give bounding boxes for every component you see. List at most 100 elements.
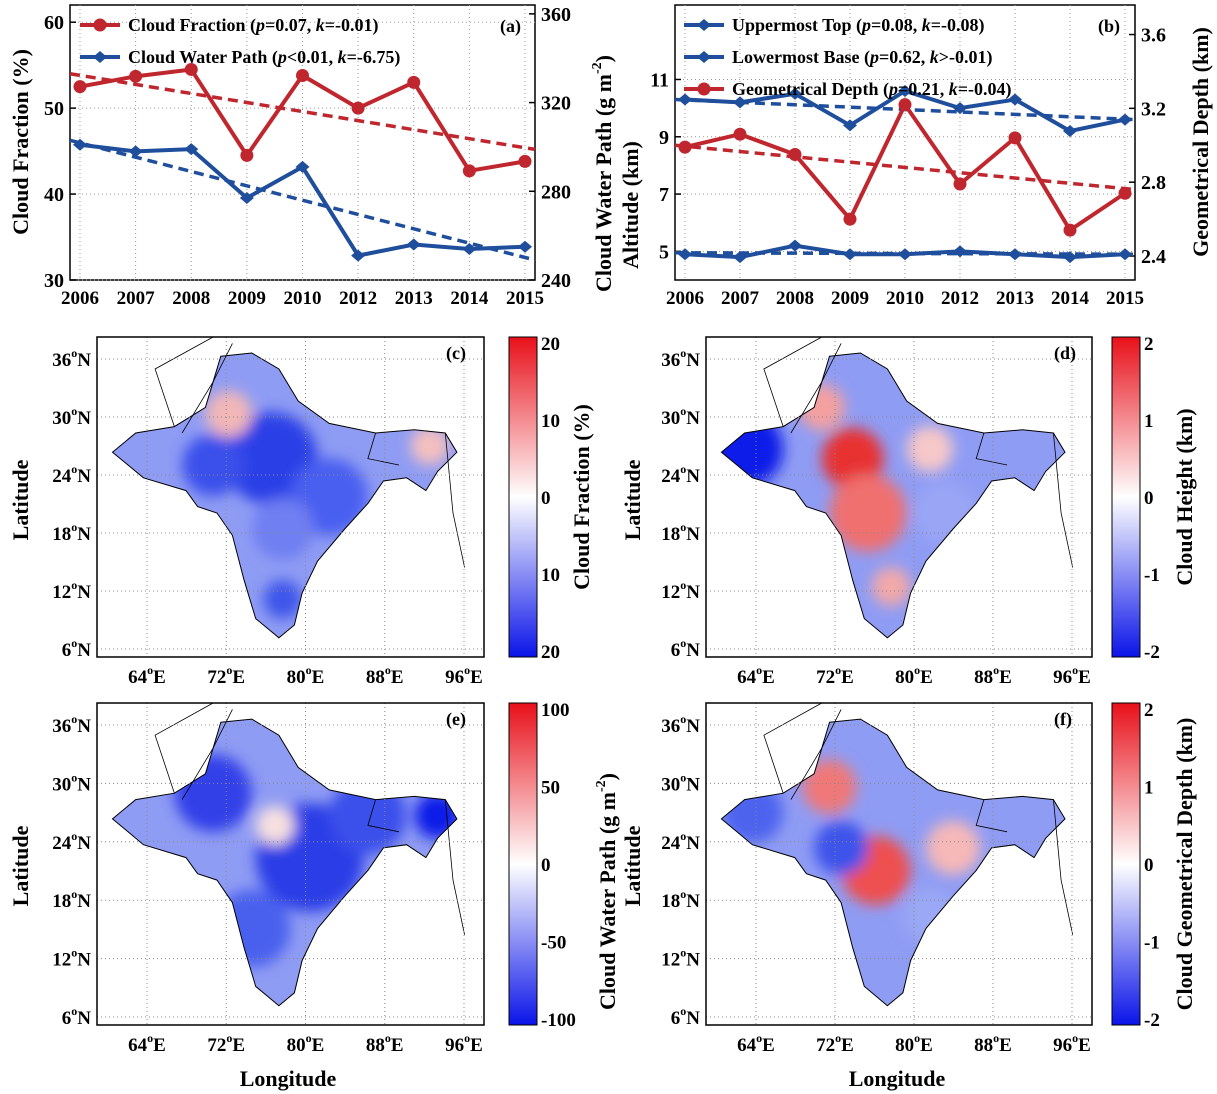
panel-b-timeseries: 5 7 9 11 2.4 2.8 3.2 3.6 2006 2007 2008 2009 2010 2…: [618, 4, 1213, 309]
borders: [763, 702, 1074, 935]
y-tick-label: 30: [44, 270, 64, 292]
colorbar-tick-label: 0: [541, 855, 551, 876]
map-e-xlabel: Longitude: [240, 1066, 337, 1091]
data-point: [351, 249, 366, 262]
trend-line: [69, 72, 536, 152]
lat-tick-label: 18oN: [52, 887, 91, 912]
colorbar-tick-label: 2: [1144, 334, 1154, 355]
field-blob: [821, 427, 884, 490]
data-point: [462, 242, 477, 255]
colorbar-label: Cloud Fraction (%): [569, 404, 594, 590]
data-point: [184, 143, 199, 156]
colorbar-tick-label: -2: [1144, 642, 1160, 663]
x-tick-label: 2012: [339, 288, 377, 309]
colorbar-tick-label: 0: [1144, 855, 1154, 876]
panel-b-right-axis-label: Geometrical Depth (km): [1188, 27, 1213, 257]
lon-tick-label: 72oE: [207, 663, 245, 688]
data-point: [1118, 113, 1132, 126]
data-point: [678, 93, 692, 106]
series-geometrical-depth: [674, 98, 1136, 237]
x-tick-label: 2008: [172, 288, 210, 309]
colorbar-label: Cloud Height (km): [1172, 408, 1197, 585]
map-panels: 36oN 30oN 24oN 18oN 12oN 6oN 64oE 72oE 80oE 88oE 9…: [52, 334, 1197, 1056]
data-point: [678, 140, 692, 154]
colorbar-tick-label: 0: [1144, 488, 1154, 509]
data-point: [953, 177, 967, 191]
lat-tick-label: 30oN: [52, 770, 91, 795]
lon-tick-label: 96oE: [1053, 1031, 1091, 1056]
map-c-ylabel: Latitude: [8, 459, 33, 540]
lat-tick-label: 18oN: [661, 887, 700, 912]
map-panel-label: (e): [446, 709, 466, 730]
map-e-colorbar-label: Cloud Water Path (g m-2): [594, 773, 620, 1010]
y2-tick-label: 360: [541, 4, 571, 26]
field-blob: [255, 806, 295, 845]
lon-tick-label: 88oE: [366, 1031, 404, 1056]
map-frame: [705, 702, 1093, 1026]
legend-entry: Geometrical Depth (p=0.21, k=-0.04): [732, 79, 1011, 100]
data-point: [953, 102, 967, 115]
borders: [763, 336, 1074, 568]
field-blob: [926, 820, 981, 875]
map-f-xlabel: Longitude: [849, 1066, 946, 1091]
colorbar: [508, 702, 538, 1026]
data-point: [1063, 125, 1077, 138]
lat-tick-label: 24oN: [52, 829, 91, 854]
data-point: [518, 240, 532, 253]
map-panel-f: 36oN 30oN 24oN 18oN 12oN 6oN 64oE 72oE 80oE 88oE 9…: [661, 700, 1197, 1056]
lat-tick-label: 30oN: [52, 404, 91, 429]
colorbar-tick-label: 0: [541, 488, 551, 509]
map-panel-label: (d): [1054, 343, 1076, 364]
colorbar-tick-label: 10: [541, 565, 560, 586]
colorbar-tick-label: 20: [541, 642, 560, 663]
lon-tick-label: 64oE: [128, 663, 166, 688]
x-tick-label: 2015: [506, 288, 544, 309]
data-point: [295, 160, 310, 173]
x-tick-label: 2007: [721, 288, 760, 309]
lat-tick-label: 24oN: [52, 462, 91, 487]
panel-a-label: (a): [500, 16, 521, 37]
lat-tick-label: 36oN: [52, 346, 91, 371]
data-point: [1118, 186, 1132, 200]
lat-tick-label: 36oN: [661, 712, 700, 737]
lon-tick-label: 64oE: [737, 663, 775, 688]
map-f-ylabel: Latitude: [620, 825, 645, 906]
lon-tick-label: 88oE: [974, 1031, 1012, 1056]
y-tick-label: 60: [44, 12, 64, 34]
x-tick-label: 2013: [996, 288, 1034, 309]
data-point: [73, 80, 87, 94]
y2-tick-label: 2.8: [1141, 172, 1166, 194]
data-point: [953, 245, 967, 258]
lat-tick-label: 18oN: [661, 520, 700, 545]
lat-tick-label: 12oN: [661, 946, 700, 971]
borders: [154, 336, 465, 568]
trend-line: [674, 143, 1136, 192]
map-frame: [705, 336, 1093, 658]
lat-tick-label: 6oN: [62, 636, 92, 661]
lon-tick-label: 72oE: [816, 663, 854, 688]
lon-tick-label: 96oE: [445, 1031, 483, 1056]
x-tick-label: 2013: [395, 288, 433, 309]
data-point: [678, 248, 692, 261]
lon-tick-label: 88oE: [366, 663, 404, 688]
colorbar-tick-label: 2: [1144, 700, 1154, 721]
series-lowermost-base: [674, 239, 1136, 264]
field-blob: [182, 434, 245, 496]
field-blob: [410, 426, 450, 466]
colorbar-tick-label: -1: [1144, 933, 1160, 954]
y-tick-label: 5: [659, 241, 669, 263]
svg-text:Cloud Water Path (g m-2): Cloud Water Path (g m-2): [590, 55, 616, 292]
y2-tick-label: 240: [541, 270, 571, 292]
colorbar: [1111, 702, 1141, 1026]
data-point: [239, 191, 254, 204]
lon-tick-label: 72oE: [207, 1031, 245, 1056]
lat-tick-label: 6oN: [62, 1004, 92, 1029]
map-panel-c: 36oN 30oN 24oN 18oN 12oN 6oN 64oE 72oE 80oE 88oE 9…: [52, 334, 594, 688]
colorbar-tick-label: 50: [541, 778, 560, 799]
y2-tick-label: 3.2: [1141, 98, 1166, 120]
y2-tick-label: 2.4: [1141, 246, 1166, 268]
y2-tick-label: 320: [541, 93, 571, 115]
data-point: [240, 148, 254, 162]
borders: [154, 702, 465, 935]
field-blob: [814, 820, 869, 875]
